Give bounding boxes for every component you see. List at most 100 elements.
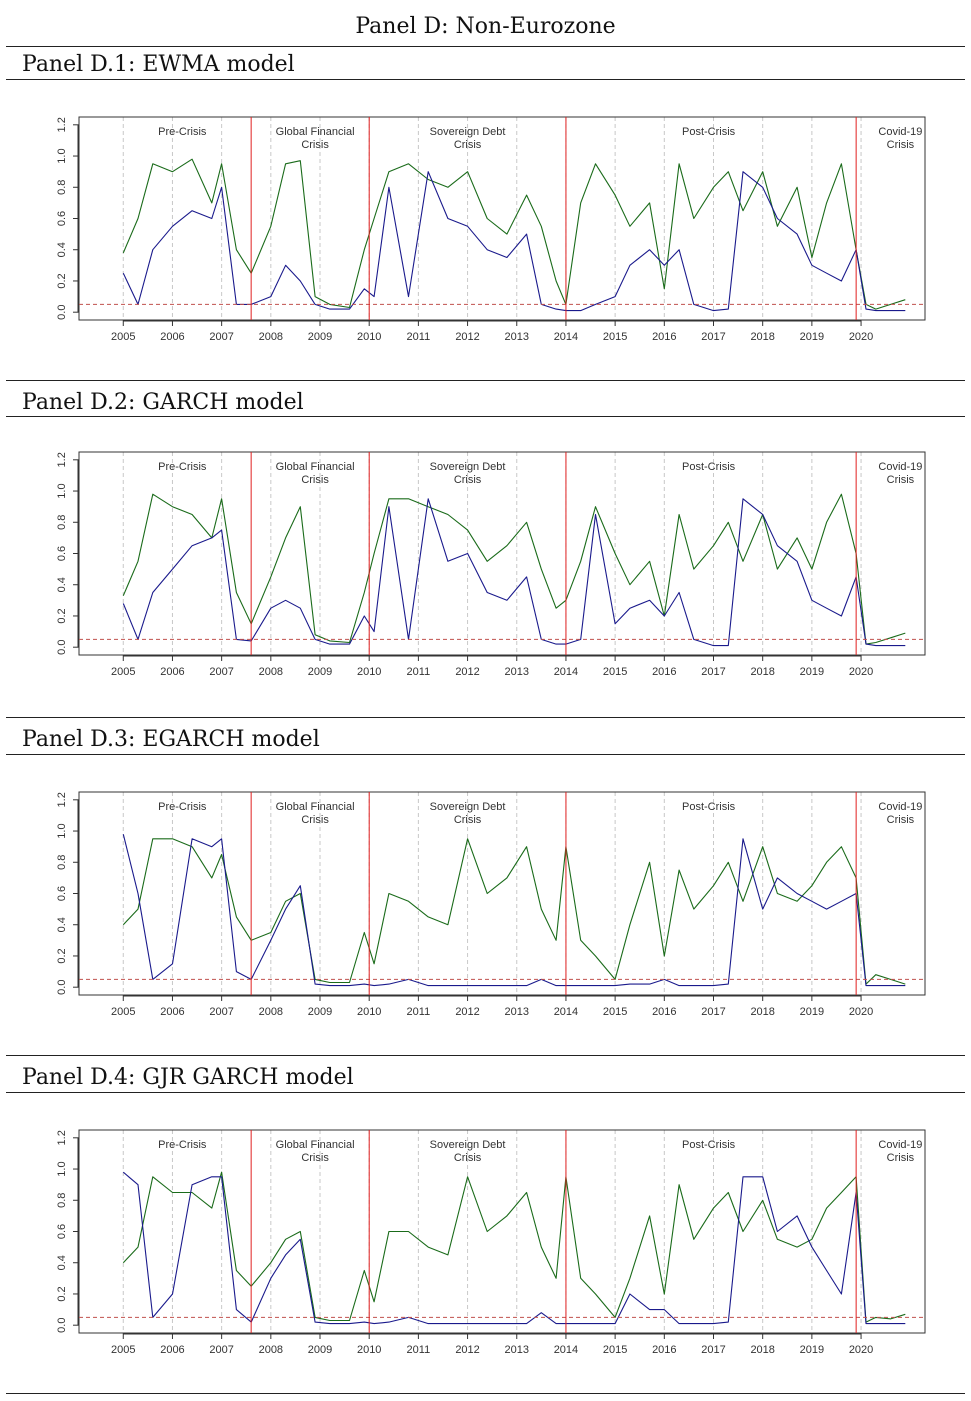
period-label: Post-Crisis xyxy=(682,461,736,473)
period-label: Pre-Crisis xyxy=(158,1139,207,1151)
x-tick-label: 2008 xyxy=(259,331,283,343)
x-tick-label: 2012 xyxy=(455,1344,479,1356)
period-label: Pre-Crisis xyxy=(158,801,207,813)
period-label: Global Financial xyxy=(276,126,355,138)
x-tick-label: 2019 xyxy=(800,666,824,678)
x-tick-label: 2018 xyxy=(750,1344,774,1356)
period-label: Crisis xyxy=(887,1152,915,1164)
period-label: Pre-Crisis xyxy=(158,126,207,138)
x-tick-label: 2007 xyxy=(209,666,233,678)
x-tick-label: 2008 xyxy=(259,1006,283,1018)
y-tick-label: 0.4 xyxy=(56,917,68,932)
y-tick-label: 0.0 xyxy=(56,980,68,995)
x-tick-label: 2013 xyxy=(505,1006,529,1018)
x-tick-label: 2012 xyxy=(455,1006,479,1018)
plot-frame xyxy=(78,451,926,656)
x-tick-label: 2009 xyxy=(308,331,332,343)
x-tick-label: 2006 xyxy=(160,1006,184,1018)
panel-rule-3 xyxy=(6,754,965,755)
x-tick-label: 2007 xyxy=(209,1344,233,1356)
y-tick-label: 1.0 xyxy=(56,823,68,838)
period-label: Crisis xyxy=(301,814,329,826)
green-series-line xyxy=(122,493,906,645)
page-title: Panel D: Non-Eurozone xyxy=(355,14,616,39)
x-tick-label: 2014 xyxy=(554,1006,578,1018)
x-tick-label: 2008 xyxy=(259,1344,283,1356)
period-label: Crisis xyxy=(454,1152,482,1164)
y-tick-label: 1.0 xyxy=(56,148,68,163)
x-tick-label: 2008 xyxy=(259,666,283,678)
x-tick-label: 2019 xyxy=(800,331,824,343)
y-tick-label: 0.2 xyxy=(56,1286,68,1301)
y-tick-label: 0.8 xyxy=(56,180,68,195)
x-tick-label: 2010 xyxy=(357,1006,381,1018)
panel-rule-1 xyxy=(6,79,965,80)
x-tick-label: 2013 xyxy=(505,1344,529,1356)
y-tick-label: 0.8 xyxy=(56,1193,68,1208)
plot-frame xyxy=(78,1129,926,1334)
x-tick-label: 2019 xyxy=(800,1344,824,1356)
x-tick-label: 2016 xyxy=(652,331,676,343)
x-tick-label: 2020 xyxy=(849,1344,873,1356)
y-tick-label: 1.2 xyxy=(56,452,68,467)
x-tick-label: 2011 xyxy=(407,1344,431,1356)
plot-frame xyxy=(78,116,926,321)
x-tick-label: 2020 xyxy=(849,1006,873,1018)
period-label: Sovereign Debt xyxy=(430,126,506,138)
x-tick-label: 2009 xyxy=(308,1344,332,1356)
blue-series-line xyxy=(122,1171,906,1325)
period-label: Post-Crisis xyxy=(682,126,736,138)
y-tick-label: 0.0 xyxy=(56,640,68,655)
y-tick-label: 0.8 xyxy=(56,855,68,870)
y-tick-label: 0.4 xyxy=(56,242,68,257)
period-label: Covid-19 xyxy=(878,1139,922,1151)
green-series-line xyxy=(122,1171,906,1323)
period-label: Covid-19 xyxy=(878,461,922,473)
y-tick-label: 1.2 xyxy=(56,792,68,807)
green-series-line xyxy=(122,838,906,985)
x-tick-label: 2010 xyxy=(357,666,381,678)
x-tick-label: 2013 xyxy=(505,666,529,678)
x-tick-label: 2009 xyxy=(308,1006,332,1018)
y-tick-label: 0.0 xyxy=(56,1318,68,1333)
x-tick-label: 2017 xyxy=(701,666,725,678)
period-label: Sovereign Debt xyxy=(430,461,506,473)
x-tick-label: 2020 xyxy=(849,331,873,343)
x-tick-label: 2018 xyxy=(750,331,774,343)
period-label: Crisis xyxy=(301,139,329,151)
period-label: Crisis xyxy=(454,474,482,486)
bottom-rule xyxy=(6,1393,965,1394)
chart-panel-1: 0.0 0.2 0.4 0.6 0.8 1.0 1.2 2005 2006 2007 2008 200… xyxy=(56,116,926,343)
panel-title-3: Panel D.3: EGARCH model xyxy=(22,727,320,752)
panel-title-1: Panel D.1: EWMA model xyxy=(22,52,295,77)
x-tick-label: 2017 xyxy=(701,1344,725,1356)
period-label: Pre-Crisis xyxy=(158,461,207,473)
period-label: Crisis xyxy=(301,1152,329,1164)
period-label: Crisis xyxy=(301,474,329,486)
x-tick-label: 2012 xyxy=(455,666,479,678)
x-tick-label: 2010 xyxy=(357,331,381,343)
x-tick-label: 2007 xyxy=(209,1006,233,1018)
y-tick-label: 0.0 xyxy=(56,305,68,320)
x-tick-label: 2018 xyxy=(750,1006,774,1018)
x-tick-label: 2007 xyxy=(209,331,233,343)
x-tick-label: 2012 xyxy=(455,331,479,343)
x-tick-label: 2019 xyxy=(800,1006,824,1018)
period-label: Crisis xyxy=(887,814,915,826)
x-tick-label: 2015 xyxy=(603,666,627,678)
period-label: Crisis xyxy=(887,474,915,486)
y-tick-label: 0.6 xyxy=(56,211,68,226)
chart-panel-3: 0.0 0.2 0.4 0.6 0.8 1.0 1.2 2005 2006 2007 2008 200… xyxy=(56,791,926,1018)
period-label: Post-Crisis xyxy=(682,1139,736,1151)
panel-divider-1 xyxy=(6,380,965,381)
x-tick-label: 2016 xyxy=(652,1006,676,1018)
y-tick-label: 0.2 xyxy=(56,608,68,623)
period-label: Post-Crisis xyxy=(682,801,736,813)
x-tick-label: 2016 xyxy=(652,1344,676,1356)
period-label: Crisis xyxy=(454,814,482,826)
period-label: Crisis xyxy=(887,139,915,151)
green-series-line xyxy=(122,158,906,310)
title-rule xyxy=(6,46,965,47)
blue-series-line xyxy=(122,834,906,987)
x-tick-label: 2017 xyxy=(701,1006,725,1018)
